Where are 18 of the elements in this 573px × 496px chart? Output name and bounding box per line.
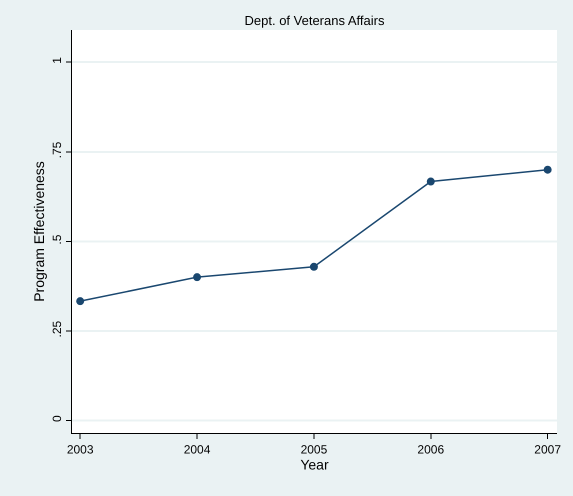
x-tick-label: 2004: [184, 442, 211, 456]
point: [76, 297, 84, 306]
y-tick-label: 0: [50, 415, 64, 422]
point: [310, 262, 318, 271]
point: [426, 178, 435, 186]
y-tick-label: .5: [50, 234, 64, 245]
y-tick-label: .75: [50, 141, 64, 158]
x-tick-label: 2007: [534, 442, 562, 456]
x-tick-label: 2005: [300, 442, 328, 456]
point: [544, 166, 552, 174]
x-tick-label: 2003: [66, 442, 94, 456]
x-axis-title: Year: [300, 456, 329, 472]
point: [193, 273, 202, 282]
y-tick-label: 1: [50, 56, 64, 64]
chart-title: Dept. of Veterans Affairs: [244, 13, 385, 28]
x-tick-label: 2006: [417, 442, 444, 456]
y-tick-label: .25: [50, 320, 64, 338]
y-axis-title: Program Effectiveness: [30, 161, 47, 302]
